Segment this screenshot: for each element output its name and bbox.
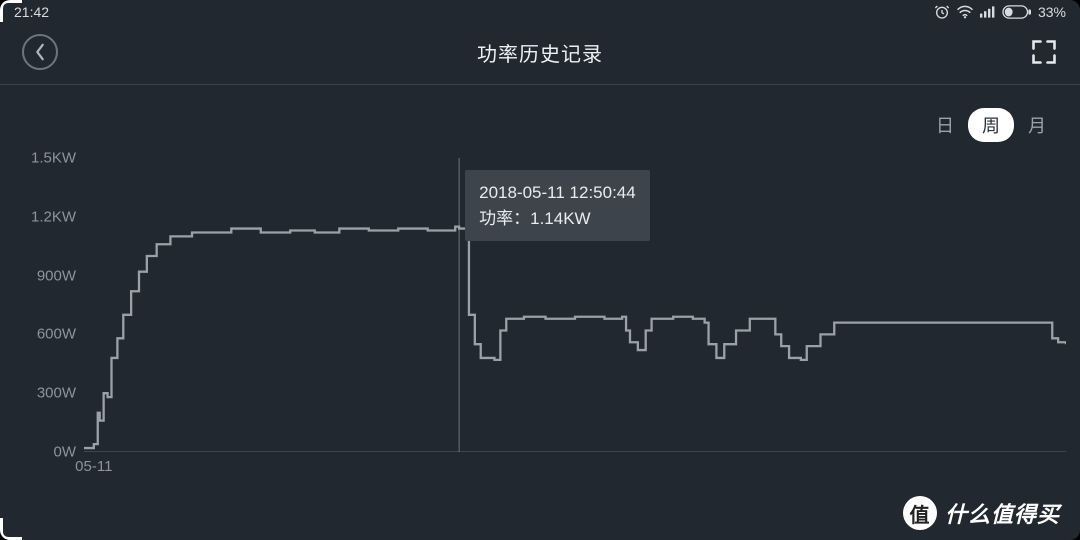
app-frame: 21:42 33% 功率历史记录 日 周 月 0W 300W 600W 900W 1.2… (0, 0, 1080, 540)
tooltip-timestamp: 2018-05-11 12:50:44 (479, 180, 636, 206)
fullscreen-icon (1030, 38, 1058, 66)
range-tabs: 日 周 月 (922, 108, 1060, 142)
brand-badge: 值 (903, 496, 937, 530)
tooltip-power: 功率：1.14KW (479, 206, 636, 232)
frame-corner (0, 0, 22, 22)
page-title: 功率历史记录 (477, 38, 603, 67)
tab-month[interactable]: 月 (1014, 108, 1060, 142)
fullscreen-button[interactable] (1030, 38, 1058, 66)
header: 功率历史记录 (0, 24, 1080, 80)
battery-pct: 33% (1038, 4, 1066, 20)
chart-tooltip: 2018-05-11 12:50:44 功率：1.14KW (465, 170, 650, 241)
tab-day[interactable]: 日 (922, 108, 968, 142)
header-divider (0, 84, 1080, 85)
xtick: 05-11 (75, 458, 112, 475)
tab-week[interactable]: 周 (968, 108, 1014, 142)
status-bar: 21:42 33% (0, 0, 1080, 24)
ytick: 1.2KW (31, 208, 76, 225)
chart-area: 0W300W600W900W1.2KW1.5KW 05-11 2018-05-1… (14, 148, 1066, 470)
brand-text: 什么值得买 (945, 497, 1060, 529)
status-icons: 33% (934, 4, 1066, 20)
battery-icon (1002, 5, 1032, 19)
alarm-icon (934, 4, 950, 20)
back-button[interactable] (22, 34, 58, 70)
ytick: 1.5KW (31, 150, 76, 167)
ytick: 300W (37, 385, 76, 402)
watermark: 值 什么值得买 (903, 496, 1060, 530)
signal-icon (980, 5, 996, 19)
chevron-left-icon (33, 43, 47, 61)
ytick: 600W (37, 326, 76, 343)
frame-corner (0, 518, 22, 540)
ytick: 900W (37, 267, 76, 284)
wifi-icon (956, 5, 974, 19)
ytick: 0W (54, 444, 77, 461)
